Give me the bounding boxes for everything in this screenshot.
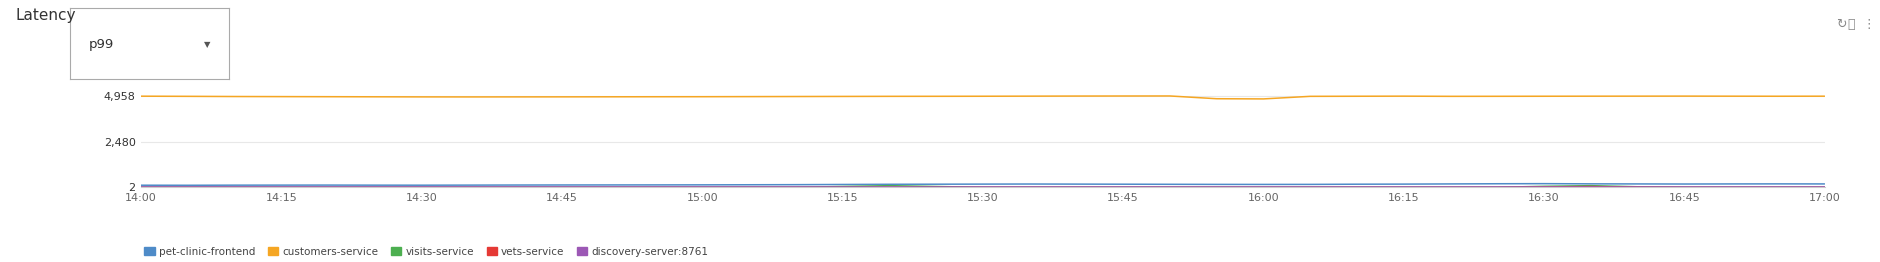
Text: ↻: ↻ <box>1835 18 1846 31</box>
Text: ▼: ▼ <box>203 40 211 49</box>
Text: ⋮: ⋮ <box>1861 18 1874 31</box>
Legend: pet-clinic-frontend, customers-service, visits-service, vets-service, discovery-: pet-clinic-frontend, customers-service, … <box>145 247 709 257</box>
Text: p99: p99 <box>88 38 115 51</box>
Text: ⤢: ⤢ <box>1846 18 1854 31</box>
Text: Milliseconds: Milliseconds <box>141 54 209 64</box>
Text: Latency: Latency <box>15 8 75 23</box>
